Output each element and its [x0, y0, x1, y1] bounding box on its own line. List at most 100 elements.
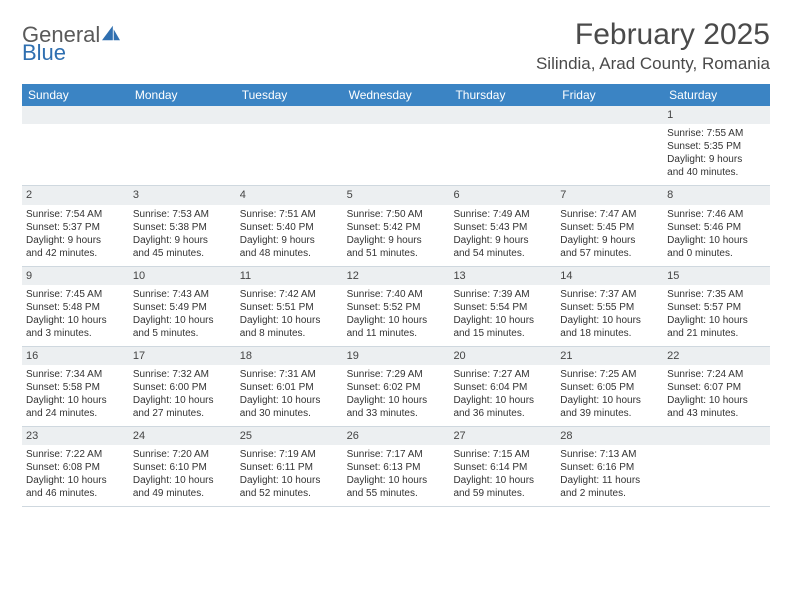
day-number: 25	[236, 427, 343, 445]
brand-blue: Blue	[22, 40, 66, 65]
sail-icon	[100, 24, 122, 42]
day-sunrise: Sunrise: 7:40 AM	[347, 288, 446, 301]
day-header: Wednesday	[343, 84, 450, 106]
day-day1: Daylight: 10 hours	[26, 474, 125, 487]
day-sunrise: Sunrise: 7:34 AM	[26, 368, 125, 381]
day-body: Sunrise: 7:29 AMSunset: 6:02 PMDaylight:…	[343, 365, 450, 426]
day-body: Sunrise: 7:31 AMSunset: 6:01 PMDaylight:…	[236, 365, 343, 426]
day-sunrise: Sunrise: 7:37 AM	[560, 288, 659, 301]
day-header: Saturday	[663, 84, 770, 106]
day-body: Sunrise: 7:32 AMSunset: 6:00 PMDaylight:…	[129, 365, 236, 426]
day-day1: Daylight: 9 hours	[560, 234, 659, 247]
day-sunset: Sunset: 5:57 PM	[667, 301, 766, 314]
day-cell: 20Sunrise: 7:27 AMSunset: 6:04 PMDayligh…	[449, 347, 556, 426]
day-day2: and 5 minutes.	[133, 327, 232, 340]
day-day1: Daylight: 10 hours	[667, 234, 766, 247]
day-day1: Daylight: 10 hours	[240, 314, 339, 327]
day-day2: and 24 minutes.	[26, 407, 125, 420]
day-number: 22	[663, 347, 770, 365]
day-number: 1	[663, 106, 770, 124]
day-sunrise: Sunrise: 7:53 AM	[133, 208, 232, 221]
day-day1: Daylight: 10 hours	[240, 474, 339, 487]
day-cell: 10Sunrise: 7:43 AMSunset: 5:49 PMDayligh…	[129, 267, 236, 346]
day-number: 3	[129, 186, 236, 204]
day-sunset: Sunset: 5:38 PM	[133, 221, 232, 234]
week-row: 23Sunrise: 7:22 AMSunset: 6:08 PMDayligh…	[22, 427, 770, 507]
day-body: Sunrise: 7:53 AMSunset: 5:38 PMDaylight:…	[129, 205, 236, 266]
day-cell: 21Sunrise: 7:25 AMSunset: 6:05 PMDayligh…	[556, 347, 663, 426]
day-body: Sunrise: 7:27 AMSunset: 6:04 PMDaylight:…	[449, 365, 556, 426]
day-sunrise: Sunrise: 7:20 AM	[133, 448, 232, 461]
day-cell	[343, 106, 450, 185]
week-row: 1Sunrise: 7:55 AMSunset: 5:35 PMDaylight…	[22, 106, 770, 186]
day-sunrise: Sunrise: 7:22 AM	[26, 448, 125, 461]
day-body: Sunrise: 7:50 AMSunset: 5:42 PMDaylight:…	[343, 205, 450, 266]
day-number: 6	[449, 186, 556, 204]
day-sunset: Sunset: 6:00 PM	[133, 381, 232, 394]
day-cell: 2Sunrise: 7:54 AMSunset: 5:37 PMDaylight…	[22, 186, 129, 265]
day-number: 18	[236, 347, 343, 365]
day-cell: 17Sunrise: 7:32 AMSunset: 6:00 PMDayligh…	[129, 347, 236, 426]
day-body: Sunrise: 7:43 AMSunset: 5:49 PMDaylight:…	[129, 285, 236, 346]
day-number: 24	[129, 427, 236, 445]
day-sunrise: Sunrise: 7:27 AM	[453, 368, 552, 381]
day-sunset: Sunset: 6:07 PM	[667, 381, 766, 394]
day-day2: and 8 minutes.	[240, 327, 339, 340]
day-day1: Daylight: 10 hours	[453, 474, 552, 487]
calendar-grid: SundayMondayTuesdayWednesdayThursdayFrid…	[22, 84, 770, 507]
week-row: 2Sunrise: 7:54 AMSunset: 5:37 PMDaylight…	[22, 186, 770, 266]
day-sunset: Sunset: 6:01 PM	[240, 381, 339, 394]
day-sunrise: Sunrise: 7:54 AM	[26, 208, 125, 221]
day-body: Sunrise: 7:22 AMSunset: 6:08 PMDaylight:…	[22, 445, 129, 506]
day-day1: Daylight: 10 hours	[26, 314, 125, 327]
day-sunrise: Sunrise: 7:39 AM	[453, 288, 552, 301]
day-sunrise: Sunrise: 7:24 AM	[667, 368, 766, 381]
day-number: 16	[22, 347, 129, 365]
day-body: Sunrise: 7:35 AMSunset: 5:57 PMDaylight:…	[663, 285, 770, 346]
day-number: 11	[236, 267, 343, 285]
day-cell	[556, 106, 663, 185]
day-header: Friday	[556, 84, 663, 106]
day-number: 26	[343, 427, 450, 445]
day-day1: Daylight: 10 hours	[667, 314, 766, 327]
day-cell	[449, 106, 556, 185]
day-day2: and 3 minutes.	[26, 327, 125, 340]
day-sunrise: Sunrise: 7:42 AM	[240, 288, 339, 301]
day-sunset: Sunset: 6:08 PM	[26, 461, 125, 474]
day-number	[22, 106, 129, 124]
day-sunrise: Sunrise: 7:32 AM	[133, 368, 232, 381]
day-cell: 6Sunrise: 7:49 AMSunset: 5:43 PMDaylight…	[449, 186, 556, 265]
day-day1: Daylight: 10 hours	[453, 314, 552, 327]
day-number: 15	[663, 267, 770, 285]
day-cell: 15Sunrise: 7:35 AMSunset: 5:57 PMDayligh…	[663, 267, 770, 346]
day-sunset: Sunset: 6:05 PM	[560, 381, 659, 394]
day-day1: Daylight: 9 hours	[347, 234, 446, 247]
day-sunrise: Sunrise: 7:46 AM	[667, 208, 766, 221]
day-cell: 11 Sunrise: 7:42 AMSunset: 5:51 PMDayligh…	[236, 267, 343, 346]
day-sunrise: Sunrise: 7:43 AM	[133, 288, 232, 301]
day-sunset: Sunset: 5:52 PM	[347, 301, 446, 314]
day-cell: 22Sunrise: 7:24 AMSunset: 6:07 PMDayligh…	[663, 347, 770, 426]
day-sunrise: Sunrise: 7:25 AM	[560, 368, 659, 381]
day-number	[343, 106, 450, 124]
day-body: Sunrise: 7:49 AMSunset: 5:43 PMDaylight:…	[449, 205, 556, 266]
day-cell: 25Sunrise: 7:19 AMSunset: 6:11 PMDayligh…	[236, 427, 343, 506]
day-sunrise: Sunrise: 7:47 AM	[560, 208, 659, 221]
day-sunrise: Sunrise: 7:13 AM	[560, 448, 659, 461]
day-sunset: Sunset: 5:40 PM	[240, 221, 339, 234]
day-number	[556, 106, 663, 124]
day-day1: Daylight: 10 hours	[347, 474, 446, 487]
day-day1: Daylight: 9 hours	[667, 153, 766, 166]
day-day1: Daylight: 10 hours	[347, 394, 446, 407]
day-day1: Daylight: 10 hours	[453, 394, 552, 407]
day-body: Sunrise: 7:20 AMSunset: 6:10 PMDaylight:…	[129, 445, 236, 506]
day-cell: 19Sunrise: 7:29 AMSunset: 6:02 PMDayligh…	[343, 347, 450, 426]
day-number: 28	[556, 427, 663, 445]
day-day2: and 33 minutes.	[347, 407, 446, 420]
day-day1: Daylight: 10 hours	[133, 314, 232, 327]
day-body: Sunrise: 7:39 AMSunset: 5:54 PMDaylight:…	[449, 285, 556, 346]
day-day2: and 21 minutes.	[667, 327, 766, 340]
day-sunset: Sunset: 5:51 PM	[240, 301, 339, 314]
day-day2: and 49 minutes.	[133, 487, 232, 500]
day-day1: Daylight: 10 hours	[560, 314, 659, 327]
